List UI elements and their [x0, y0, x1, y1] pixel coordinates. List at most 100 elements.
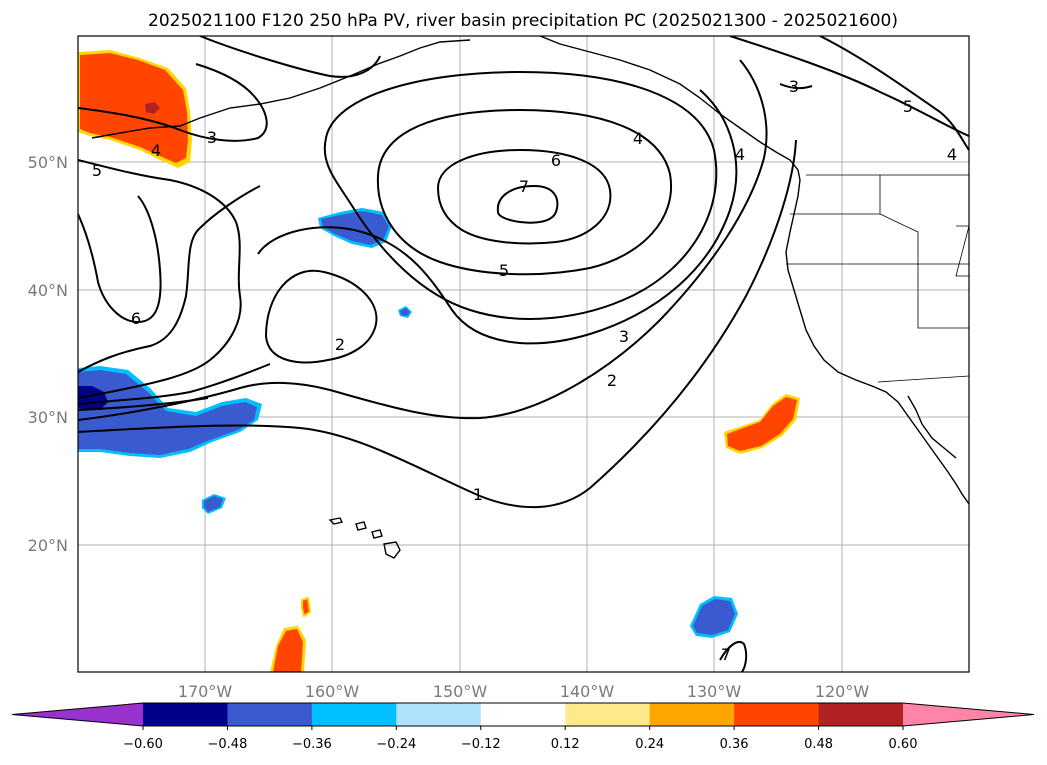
gulf-of-alaska-coast [539, 36, 801, 181]
lon-label-120w: 120°W [815, 682, 870, 701]
colorbar-tick-label: 0.24 [635, 737, 664, 752]
pv-contour-labels: 1 2 2 3 3 3 4 4 4 4 5 5 5 6 6 7 7 [92, 77, 957, 664]
contour-label-4-coast: 4 [735, 145, 745, 164]
pv-contours [78, 36, 969, 672]
contour-label-3-northwest: 3 [207, 128, 217, 147]
nevada-border [917, 264, 969, 329]
map-frame [77, 35, 970, 673]
positive-blob-east [727, 397, 797, 451]
hawaii-island-3 [371, 529, 383, 539]
contour-label-1: 1 [473, 485, 483, 504]
pv-contour-6-central [436, 148, 612, 245]
colorbar-bin [480, 703, 566, 726]
pv-contour-1 [78, 139, 797, 509]
pv-contour-5-west [78, 185, 261, 373]
contour-label-4-central: 4 [633, 129, 643, 148]
contour-label-5-central: 5 [499, 261, 509, 280]
pv-contour-3-northeast [779, 83, 813, 90]
pv-contour-5-northeast [729, 36, 969, 137]
negative-spot-hawaii-west [204, 496, 223, 512]
montana-wyoming-border [955, 225, 969, 277]
colorbar-tick-label: −0.12 [461, 737, 501, 752]
lon-label-140w: 140°W [560, 682, 615, 701]
lon-label-150w: 150°W [433, 682, 488, 701]
contour-label-3-northeast: 3 [789, 77, 799, 96]
colorbar-tick-label: −0.60 [123, 737, 163, 752]
us-mexico-border [877, 375, 969, 383]
lon-label-130w: 130°W [687, 682, 742, 701]
pv-contour-3-central [257, 89, 738, 345]
contour-label-7-central: 7 [519, 177, 529, 196]
pv-contour-5-central [376, 108, 673, 276]
figure-title: 2025021100 F120 250 hPa PV, river basin … [148, 11, 898, 31]
contour-label-4-northwest: 4 [151, 141, 161, 160]
baja-coast [907, 395, 957, 459]
contour-label-6-central: 6 [551, 151, 561, 170]
colorbar-extend-low [12, 703, 143, 726]
contour-label-2-outer: 2 [607, 371, 617, 390]
contour-label-5-northeast: 5 [903, 97, 913, 116]
lon-label-160w: 160°W [305, 682, 360, 701]
colorbar-tick-label: 0.48 [804, 737, 833, 752]
pv-contour-3-northwest [78, 63, 268, 142]
hawaii-island-1 [328, 517, 344, 525]
pv-contour-3-west [78, 397, 209, 411]
lon-label-170w: 170°W [178, 682, 233, 701]
colorbar-bin [565, 703, 651, 726]
colorbar-bin [227, 703, 313, 726]
positive-spot-small-south [301, 596, 312, 618]
colorbar [11, 702, 1035, 730]
contour-label-2-inner: 2 [335, 335, 345, 354]
lat-label-20n: 20°N [28, 536, 68, 555]
lat-label-40n: 40°N [28, 281, 68, 300]
pv-contour-4-northeast [819, 36, 969, 151]
longitude-labels: 170°W 160°W 150°W 140°W 130°W 120°W [178, 682, 870, 701]
colorbar-tick-label: −0.36 [292, 737, 332, 752]
negative-band-southwest [78, 370, 257, 455]
pv-contour-2-inner [264, 269, 378, 364]
political-borders [786, 174, 969, 383]
negative-blob-north-central [321, 211, 389, 245]
pv-contour-4-north [199, 36, 381, 78]
colorbar-tick-label: 0.36 [720, 737, 749, 752]
precip-shading [78, 50, 800, 672]
colorbar-bin [143, 703, 228, 726]
contour-label-7-south: 7 [721, 645, 731, 664]
colorbar-bin [734, 703, 820, 726]
hawaii-island-big [383, 541, 401, 559]
pv-contour-4-central [323, 70, 718, 320]
contour-label-4-northeast: 4 [947, 145, 957, 164]
lat-label-30n: 30°N [28, 408, 68, 427]
colorbar-tick-label: −0.24 [376, 737, 416, 752]
colorbar-bin [649, 703, 735, 726]
contour-label-6-west: 6 [131, 309, 141, 328]
hawaii-island-2 [355, 521, 367, 531]
aleutian-coast [91, 39, 471, 139]
positive-blob-south [273, 629, 303, 672]
colorbar-tick-label: 0.12 [551, 737, 580, 752]
colorbar-tick-label: −0.48 [208, 737, 248, 752]
pv-contour-6-west [78, 195, 162, 324]
idaho-border [879, 175, 919, 265]
colorbar-extend-high [903, 703, 1034, 726]
pv-contour-5-west-b [78, 159, 242, 399]
colorbar-tick-labels: −0.60 −0.48 −0.36 −0.24 −0.12 0.12 0.24 0.36 0.4… [123, 737, 917, 752]
negative-spot-small [400, 308, 410, 316]
pv-contour-4-west [78, 363, 271, 405]
latitude-labels: 50°N 40°N 30°N 20°N [28, 153, 68, 555]
negative-blob-south [693, 599, 735, 635]
colorbar-tick-label: 0.60 [889, 737, 918, 752]
map-content: 1 2 2 3 3 3 4 4 4 4 5 5 5 6 6 7 7 [78, 36, 969, 672]
contour-label-5-west: 5 [92, 161, 102, 180]
coastlines [91, 36, 969, 559]
colorbar-bin [311, 703, 397, 726]
colorbar-bin [396, 703, 482, 726]
contour-label-3-central: 3 [619, 327, 629, 346]
north-america-west-coast [785, 179, 969, 505]
pv-contour-7-south [719, 641, 748, 672]
lat-label-50n: 50°N [28, 153, 68, 172]
strong-positive-core-northwest [145, 102, 160, 114]
colorbar-bin [818, 703, 904, 726]
pv-contour-2-outer [78, 59, 768, 421]
